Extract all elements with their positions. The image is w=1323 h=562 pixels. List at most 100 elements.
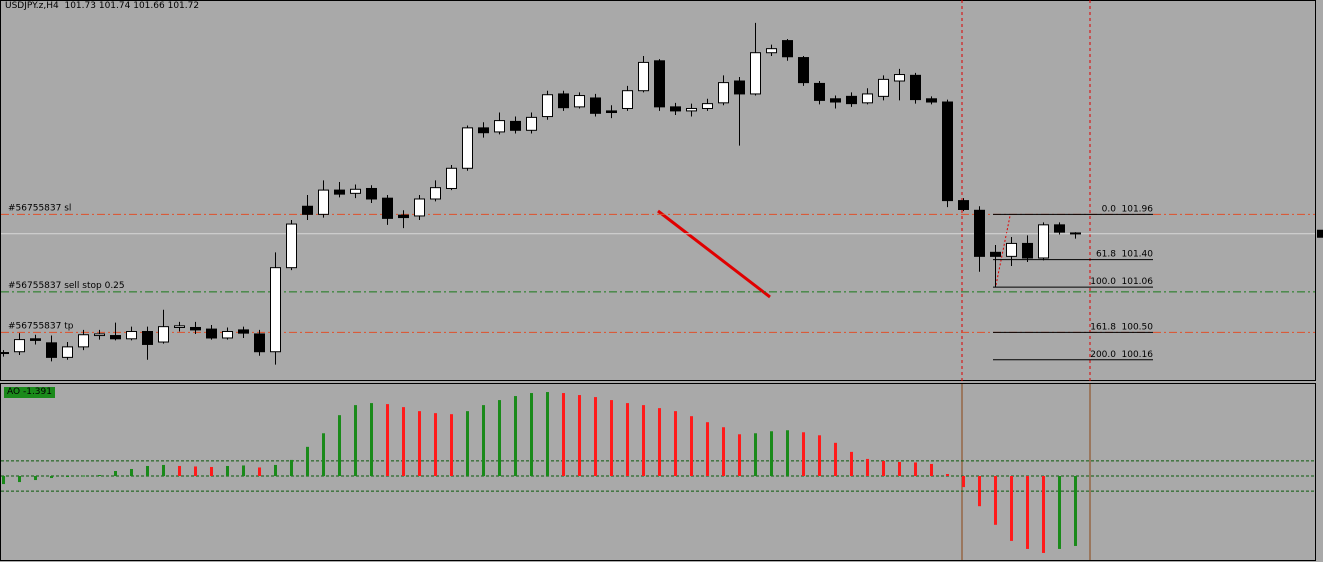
candle-body [782, 40, 793, 58]
candle-body [190, 326, 201, 331]
candle-body [814, 82, 825, 101]
candle-body [734, 80, 745, 95]
ao-bar [546, 392, 549, 477]
candle-body [174, 325, 185, 328]
ao-bar [738, 434, 741, 477]
price-marker [1317, 229, 1323, 238]
candle-body [686, 107, 697, 112]
candle-body [14, 339, 25, 353]
ao-bar [866, 458, 869, 477]
candle-body [158, 326, 169, 343]
candle-body [1006, 242, 1017, 257]
ao-bar [370, 403, 373, 477]
ao-bar [2, 476, 5, 485]
ao-bar [786, 430, 789, 477]
candle-body [926, 98, 937, 103]
ao-bar [802, 432, 805, 477]
fibo-ratio: 61.8 [1096, 250, 1116, 260]
ao-bar [258, 467, 261, 477]
fibo-price: 101.96 [1122, 204, 1154, 214]
order-label: #56755837 sell stop 0.25 [8, 281, 125, 291]
candle-body [942, 101, 953, 202]
ao-bar [306, 446, 309, 477]
ao-bar [114, 470, 117, 477]
candle-body [302, 205, 313, 215]
ao-bar [562, 393, 565, 477]
candle-body [638, 61, 649, 92]
ao-bar [722, 427, 725, 477]
ao-bar [1042, 476, 1045, 553]
candle-body [798, 57, 809, 84]
close-price: 101.72 [167, 1, 200, 11]
candle-body [446, 167, 457, 189]
candle-body [910, 74, 921, 101]
candle-body [110, 335, 121, 340]
chart-header: USDJPY.z,H4 101.73 101.74 101.66 101.72 [5, 1, 199, 11]
high-price: 101.74 [98, 1, 131, 11]
ao-bar [882, 460, 885, 477]
ao-bar [946, 474, 949, 477]
fibo-ratio: 100.0 [1090, 277, 1116, 287]
candle-body [766, 48, 777, 54]
candle-body [990, 251, 1001, 257]
candle-body [526, 116, 537, 131]
candle-body [1054, 224, 1065, 233]
ao-bar [530, 393, 533, 477]
ao-bar [418, 411, 421, 477]
candle-body [46, 342, 57, 358]
candle-body [958, 200, 969, 210]
candle-body [398, 214, 409, 219]
ao-bar [514, 396, 517, 477]
ao-bar [610, 400, 613, 477]
ao-bar [386, 404, 389, 477]
candle-body [350, 188, 361, 194]
candle-body [478, 127, 489, 134]
ao-bar [402, 407, 405, 477]
candle-body [142, 331, 153, 345]
ao-bar [146, 465, 149, 477]
candle-body [590, 97, 601, 114]
ao-bar [274, 464, 277, 477]
indicator-value: -1.391 [22, 387, 52, 397]
candle-body [510, 120, 521, 131]
candle-body [318, 189, 329, 215]
candle-body [878, 78, 889, 97]
ao-bar [482, 405, 485, 477]
fibo-price: 101.06 [1122, 277, 1154, 287]
ao-bar [354, 405, 357, 477]
candle-body [654, 60, 665, 108]
candle-body [430, 187, 441, 200]
candle-body [830, 98, 841, 103]
candle-body [622, 90, 633, 109]
candle-body [718, 82, 729, 104]
ao-bar [162, 464, 165, 477]
ao-bar [194, 466, 197, 477]
candle-body [126, 331, 137, 340]
fibo-price: 100.50 [1122, 322, 1154, 332]
ao-bar [338, 415, 341, 477]
ao-bar [850, 451, 853, 477]
candle-body [30, 338, 41, 341]
ao-bar [930, 463, 933, 477]
candle-body [1070, 232, 1081, 235]
ao-bar [1058, 476, 1061, 549]
candle-body [542, 94, 553, 118]
ao-bar [706, 422, 709, 477]
candle-body [862, 93, 873, 104]
candle-body [894, 74, 905, 82]
ao-bar [578, 395, 581, 477]
ao-bar [34, 476, 37, 481]
candle-body [750, 52, 761, 95]
candle-body [1022, 242, 1033, 259]
ao-bar [962, 476, 965, 488]
candle-body [366, 187, 377, 200]
candle-body [206, 328, 217, 339]
fibo-price: 100.16 [1122, 350, 1154, 360]
candle-body [670, 106, 681, 112]
candle-body [574, 95, 585, 108]
symbol: USDJPY.z,H4 [5, 1, 59, 11]
ao-bar [18, 476, 21, 483]
ao-bar [770, 431, 773, 477]
main-window-frame [0, 0, 1316, 381]
